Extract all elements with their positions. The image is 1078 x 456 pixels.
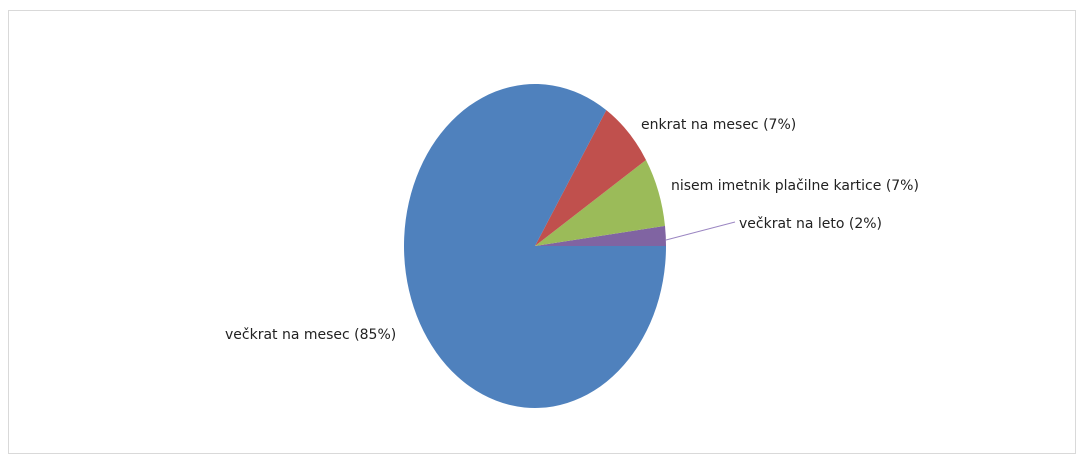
label-nisem-imetnik: nisem imetnik plačilne kartice (7%) [671,178,919,194]
label-veckrat-na-leto: večkrat na leto (2%) [739,216,882,232]
label-veckrat-na-mesec: večkrat na mesec (85%) [225,327,396,343]
slice-enkrat-na-mesec [535,110,646,246]
pie-labels: večkrat na mesec (85%) enkrat na mesec (… [225,117,919,343]
pie-slices [404,84,666,409]
slice-veckrat-na-leto [535,225,666,246]
slice-nisem-imetnik [535,159,665,246]
label-enkrat-na-mesec: enkrat na mesec (7%) [641,117,796,133]
leader-line [665,221,736,241]
slice-veckrat-na-mesec [404,84,666,409]
